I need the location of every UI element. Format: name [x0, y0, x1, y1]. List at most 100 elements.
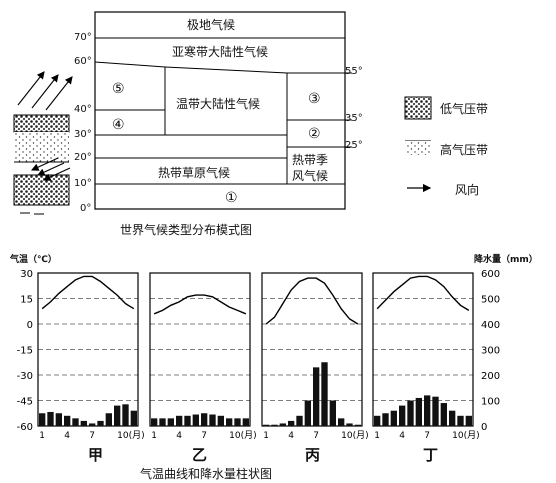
precip-bar — [288, 420, 295, 426]
zone-tropical-monsoon-2: 风气候 — [292, 169, 329, 183]
precip-bar — [47, 411, 54, 426]
precip-bar — [64, 415, 71, 426]
precip-bar — [39, 413, 46, 426]
precip-bar — [321, 362, 328, 426]
lat-label: 60° — [74, 56, 92, 67]
precip-bar — [122, 404, 129, 426]
legend-low-swatch — [404, 96, 432, 120]
precip-bar — [415, 397, 422, 426]
month-tick-label: 4 — [399, 431, 405, 441]
temp-tick-label: 0 — [27, 320, 33, 331]
precip-bar — [407, 400, 414, 426]
precip-bar — [105, 413, 112, 426]
precip-bar — [217, 415, 224, 426]
wind-arrow — [31, 157, 59, 171]
precip-bar — [209, 414, 216, 426]
precip-bar — [55, 413, 62, 426]
precip-bar — [89, 423, 96, 426]
precip-bar — [114, 405, 121, 426]
month-tick-label: 4 — [64, 431, 70, 441]
precip-bar — [296, 415, 303, 426]
precip-axis-title: 降水量（mm） — [474, 255, 538, 265]
circled-4: ④ — [112, 117, 125, 133]
month-tick-label: 1 — [39, 431, 45, 441]
precip-bar — [449, 410, 456, 426]
lat-label: 30° — [74, 129, 92, 140]
precip-bar — [192, 414, 199, 426]
legend-low-label: 低气压带 — [440, 102, 489, 116]
precip-bar — [201, 413, 208, 426]
precip-bar — [338, 418, 345, 426]
temp-tick-label: -30 — [17, 371, 33, 382]
high-pressure-belt — [14, 132, 69, 162]
panel-label-ding: 丁 — [423, 446, 439, 464]
top-caption: 世界气候类型分布模式图 — [120, 223, 253, 237]
lat-label-right: 55° — [345, 66, 363, 77]
precip-tick-label: 100 — [481, 397, 500, 408]
panel-frame — [149, 272, 251, 427]
circled-1: ① — [225, 190, 238, 206]
month-tick-label: 7 — [313, 431, 319, 441]
climate-zone-diagram — [13, 11, 432, 215]
lat-label-right: 25° — [345, 140, 363, 151]
precip-bar — [399, 405, 406, 426]
lat-label: 70° — [74, 32, 92, 43]
panel-frame — [261, 272, 363, 427]
zone-tropical-monsoon-1: 热带季 — [292, 153, 329, 167]
panel-frame — [37, 272, 139, 427]
wind-arrow — [45, 76, 73, 111]
legend-high-swatch — [405, 141, 431, 155]
precip-tick-label: 0 — [481, 422, 487, 433]
precip-tick-label: 600 — [481, 269, 500, 280]
temp-tick-label: -45 — [17, 397, 33, 408]
panel-frame — [372, 272, 474, 427]
low-pressure-belt-equator — [13, 174, 70, 206]
precip-bar — [242, 418, 249, 426]
lat-label: 20° — [74, 152, 92, 163]
month-tick-label: 10(月) — [341, 430, 368, 441]
precip-bar — [382, 413, 389, 426]
precip-bar — [304, 400, 311, 426]
precip-bar — [374, 415, 381, 426]
wind-arrow — [37, 162, 65, 176]
month-tick-label: 7 — [89, 431, 95, 441]
lat-60-line-mid — [164, 66, 288, 74]
wind-arrow — [43, 167, 71, 181]
precip-bar — [440, 403, 447, 426]
precip-bar — [279, 423, 286, 426]
wind-arrow — [17, 71, 45, 106]
lat-60-line-left — [94, 61, 166, 68]
precip-bar — [271, 424, 278, 426]
month-tick-label: 1 — [263, 431, 269, 441]
circled-2: ② — [308, 126, 321, 142]
circled-5: ⑤ — [112, 81, 125, 97]
temp-tick-label: -15 — [17, 346, 33, 357]
temp-tick-label: 15 — [20, 295, 33, 306]
precip-bar — [465, 415, 472, 426]
temperature-curve — [41, 275, 135, 310]
month-tick-label: 4 — [288, 431, 294, 441]
precip-bar — [346, 423, 353, 426]
precip-bar — [97, 420, 104, 426]
panel-label-bing: 丙 — [305, 446, 321, 464]
precip-bar — [432, 396, 439, 426]
zone-polar: 极地气候 — [187, 18, 236, 32]
precip-bar — [354, 424, 361, 426]
precip-bar — [130, 410, 137, 426]
zone-tropical-grassland: 热带草原气候 — [158, 166, 231, 180]
precip-bar — [176, 415, 183, 426]
month-tick-label: 4 — [176, 431, 182, 441]
precip-bar — [72, 418, 79, 426]
temperature-curve — [153, 294, 247, 315]
lat-label: 0° — [80, 203, 92, 214]
wind-arrow — [31, 74, 59, 109]
precip-bar — [234, 418, 241, 426]
month-tick-label: 1 — [374, 431, 380, 441]
bottom-caption: 气温曲线和降水量柱状图 — [140, 467, 273, 481]
month-tick-label: 10(月) — [229, 430, 256, 441]
precip-tick-label: 500 — [481, 295, 500, 306]
precip-bar — [263, 424, 270, 426]
precip-tick-label: 400 — [481, 320, 500, 331]
month-tick-label: 1 — [151, 431, 157, 441]
